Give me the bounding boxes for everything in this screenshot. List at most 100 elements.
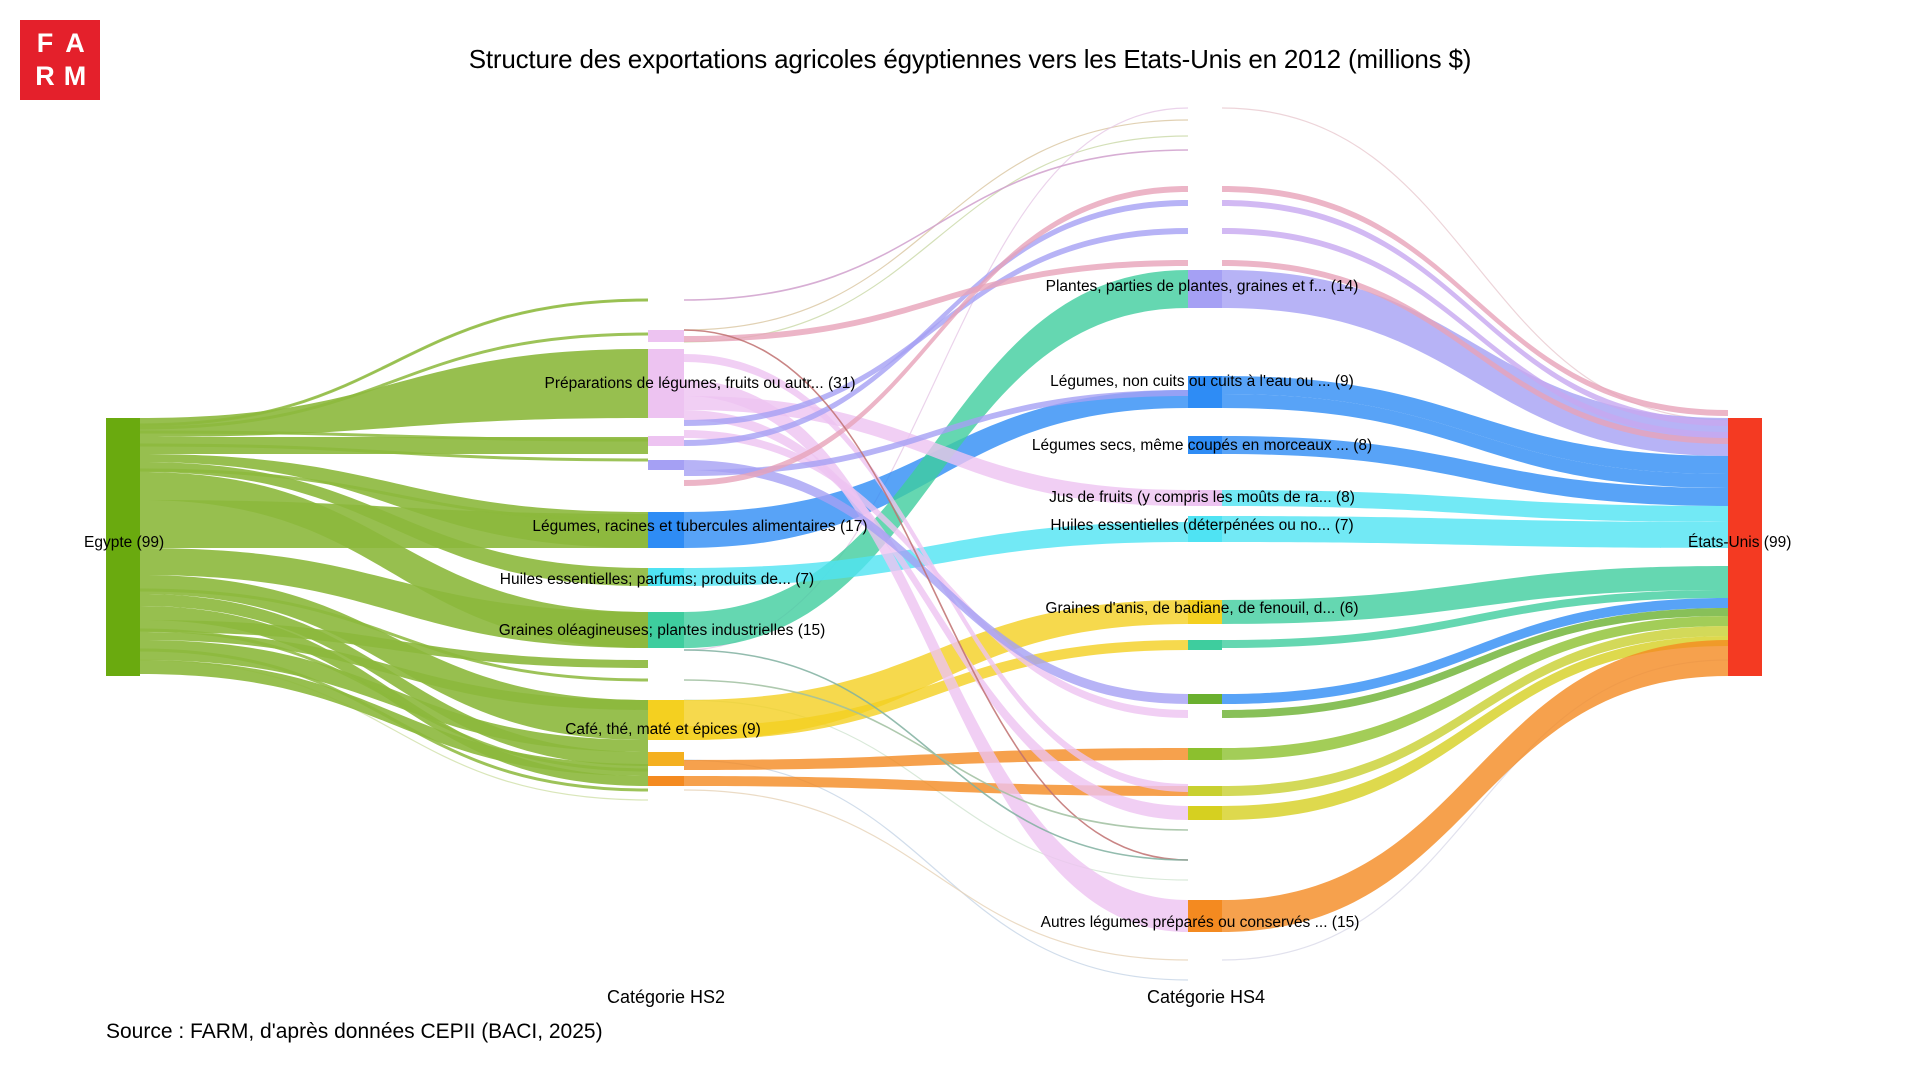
- node-hs2: [648, 460, 684, 470]
- flow-hs2-hs4: [684, 748, 1188, 770]
- flow-hs2-hs4: [684, 776, 1188, 796]
- flow-hs2-hs4: [684, 228, 1188, 426]
- node-hs2: [648, 752, 684, 766]
- flow-hs4-target: [1222, 394, 1728, 488]
- node-label-hs4: Huiles essentielles (déterpénées ou no..…: [1050, 517, 1353, 534]
- flow-source-hs2: [140, 548, 648, 648]
- flow-hs4-target: [1222, 260, 1728, 444]
- flow-hs4-target: [1222, 376, 1728, 474]
- node-label-hs4: Autres légumes préparés ou conservés ...…: [1041, 914, 1360, 931]
- node-hs2: [648, 568, 684, 586]
- flow-hs4-target: [1222, 490, 1728, 522]
- flow-hs4-target: [1222, 598, 1728, 704]
- flow-hs2-hs4: [684, 200, 1188, 446]
- flow-hs2-hs4: [684, 270, 1188, 648]
- node-hs2: [648, 436, 684, 446]
- flow-hs4-target: [1222, 636, 1728, 820]
- node-hs4: [1188, 516, 1222, 542]
- nodes: [106, 270, 1762, 932]
- flow-hs2-hs4: [684, 460, 1188, 704]
- flow-source-hs2: [140, 640, 648, 752]
- farm-logo: F A R M: [20, 20, 100, 100]
- flow-hs4-target: [1222, 616, 1728, 760]
- node-hs4: [1188, 376, 1222, 408]
- flow-hs2-hs4: [684, 390, 1188, 476]
- flow-hs2-hs4-thin: [683, 679, 1189, 831]
- flow-hs4-target: [1222, 516, 1728, 548]
- node-label-hs2: Légumes, racines et tubercules alimentai…: [532, 518, 867, 535]
- flow-source-hs2-thin: [139, 430, 649, 442]
- node-hs2: [648, 700, 684, 740]
- node-hs4: [1188, 694, 1222, 704]
- node-etats-unis: [1728, 418, 1762, 676]
- node-hs2: [648, 512, 684, 548]
- source-note: Source : FARM, d'après données CEPII (BA…: [106, 1020, 603, 1043]
- flow-source-hs2: [140, 632, 648, 710]
- node-label-hs4: Légumes secs, même coupés en morceaux ..…: [1032, 437, 1372, 454]
- flow-hs2-hs4: [684, 430, 1188, 718]
- node-label-hs4: Jus de fruits (y compris les moûts de ra…: [1049, 489, 1355, 506]
- flows: [139, 149, 1728, 932]
- flow-hs2-hs4: [684, 600, 1188, 740]
- flow-hs4-target: [1222, 200, 1728, 426]
- flow-hs4-target: [1222, 566, 1728, 624]
- node-label-hs2: Huiles essentielles; parfums; produits d…: [500, 571, 814, 588]
- node-hs4: [1188, 270, 1222, 308]
- axis-label-hs4: Catégorie HS4: [1147, 987, 1265, 1007]
- flow-hs4-target: [1222, 590, 1728, 648]
- flow-source-hs2: [140, 660, 648, 776]
- flow-source-hs2-thin: [139, 443, 649, 462]
- faint-flow: [683, 789, 1189, 961]
- node-hs2: [648, 612, 684, 648]
- logo-letter: M: [63, 61, 87, 91]
- logo-letter: R: [35, 61, 55, 91]
- flow-hs4-target: [1222, 626, 1728, 796]
- flow-hs2-hs4: [684, 640, 1188, 740]
- node-hs4: [1188, 600, 1222, 624]
- axis-label-hs2: Catégorie HS2: [607, 987, 725, 1007]
- flow-source-hs2-thin: [139, 332, 649, 430]
- flow-source-hs2-thin: [139, 588, 649, 682]
- flow-source-hs2: [140, 620, 648, 668]
- flow-source-hs2: [140, 437, 648, 454]
- flow-source-hs2-thin: [139, 628, 649, 772]
- node-label-hs4: Plantes, parties de plantes, graines et …: [1046, 278, 1359, 295]
- node-hs4: [1188, 900, 1222, 932]
- flow-hs2-hs4: [684, 380, 1188, 932]
- flow-source-hs2: [140, 500, 648, 548]
- node-hs2: [648, 330, 684, 342]
- flow-source-hs2: [140, 594, 648, 766]
- node-label-hs2: Préparations de légumes, fruits ou autr.…: [544, 375, 855, 392]
- flow-source-hs2-thin: [139, 648, 649, 792]
- flow-hs4-target: [1222, 270, 1728, 456]
- logo-letter: F: [36, 28, 54, 58]
- flow-hs2-hs4: [684, 396, 1188, 506]
- flow-source-hs2-thin: [139, 468, 649, 522]
- node-label-hs2: Graines oléagineuses; plantes industriel…: [499, 622, 826, 639]
- flow-hs2-hs4: [684, 522, 1188, 586]
- flow-source-hs2: [140, 349, 648, 437]
- flow-hs2-hs4-thin: [683, 329, 1189, 861]
- flow-source-hs2-thin: [139, 298, 649, 427]
- flow-hs4-target: [1222, 228, 1728, 438]
- node-hs4: [1188, 806, 1222, 820]
- node-hs4: [1188, 490, 1222, 506]
- faint-flow: [683, 759, 1189, 981]
- flow-hs2-hs4: [684, 410, 1188, 820]
- flow-hs4-target: [1222, 186, 1728, 416]
- flow-hs2-hs4: [684, 260, 1188, 342]
- node-label-hs4: Légumes, non cuits ou cuits à l'eau ou .…: [1050, 373, 1354, 390]
- node-hs2: [648, 776, 684, 786]
- chart-title: Structure des exportations agricoles égy…: [468, 44, 1472, 74]
- flow-hs2-hs4: [684, 186, 1188, 486]
- logo-letter: A: [65, 28, 85, 58]
- flow-hs4-target: [1222, 640, 1728, 932]
- node-label-hs2: Café, thé, maté et épices (9): [565, 721, 761, 738]
- flow-hs2-hs4-thin: [683, 149, 1189, 301]
- node-hs4: [1188, 786, 1222, 796]
- node-hs2: [648, 349, 684, 418]
- node-hs4: [1188, 748, 1222, 760]
- flow-hs4-target: [1222, 608, 1728, 718]
- node-label-etats-unis: États-Unis (99): [1688, 534, 1791, 551]
